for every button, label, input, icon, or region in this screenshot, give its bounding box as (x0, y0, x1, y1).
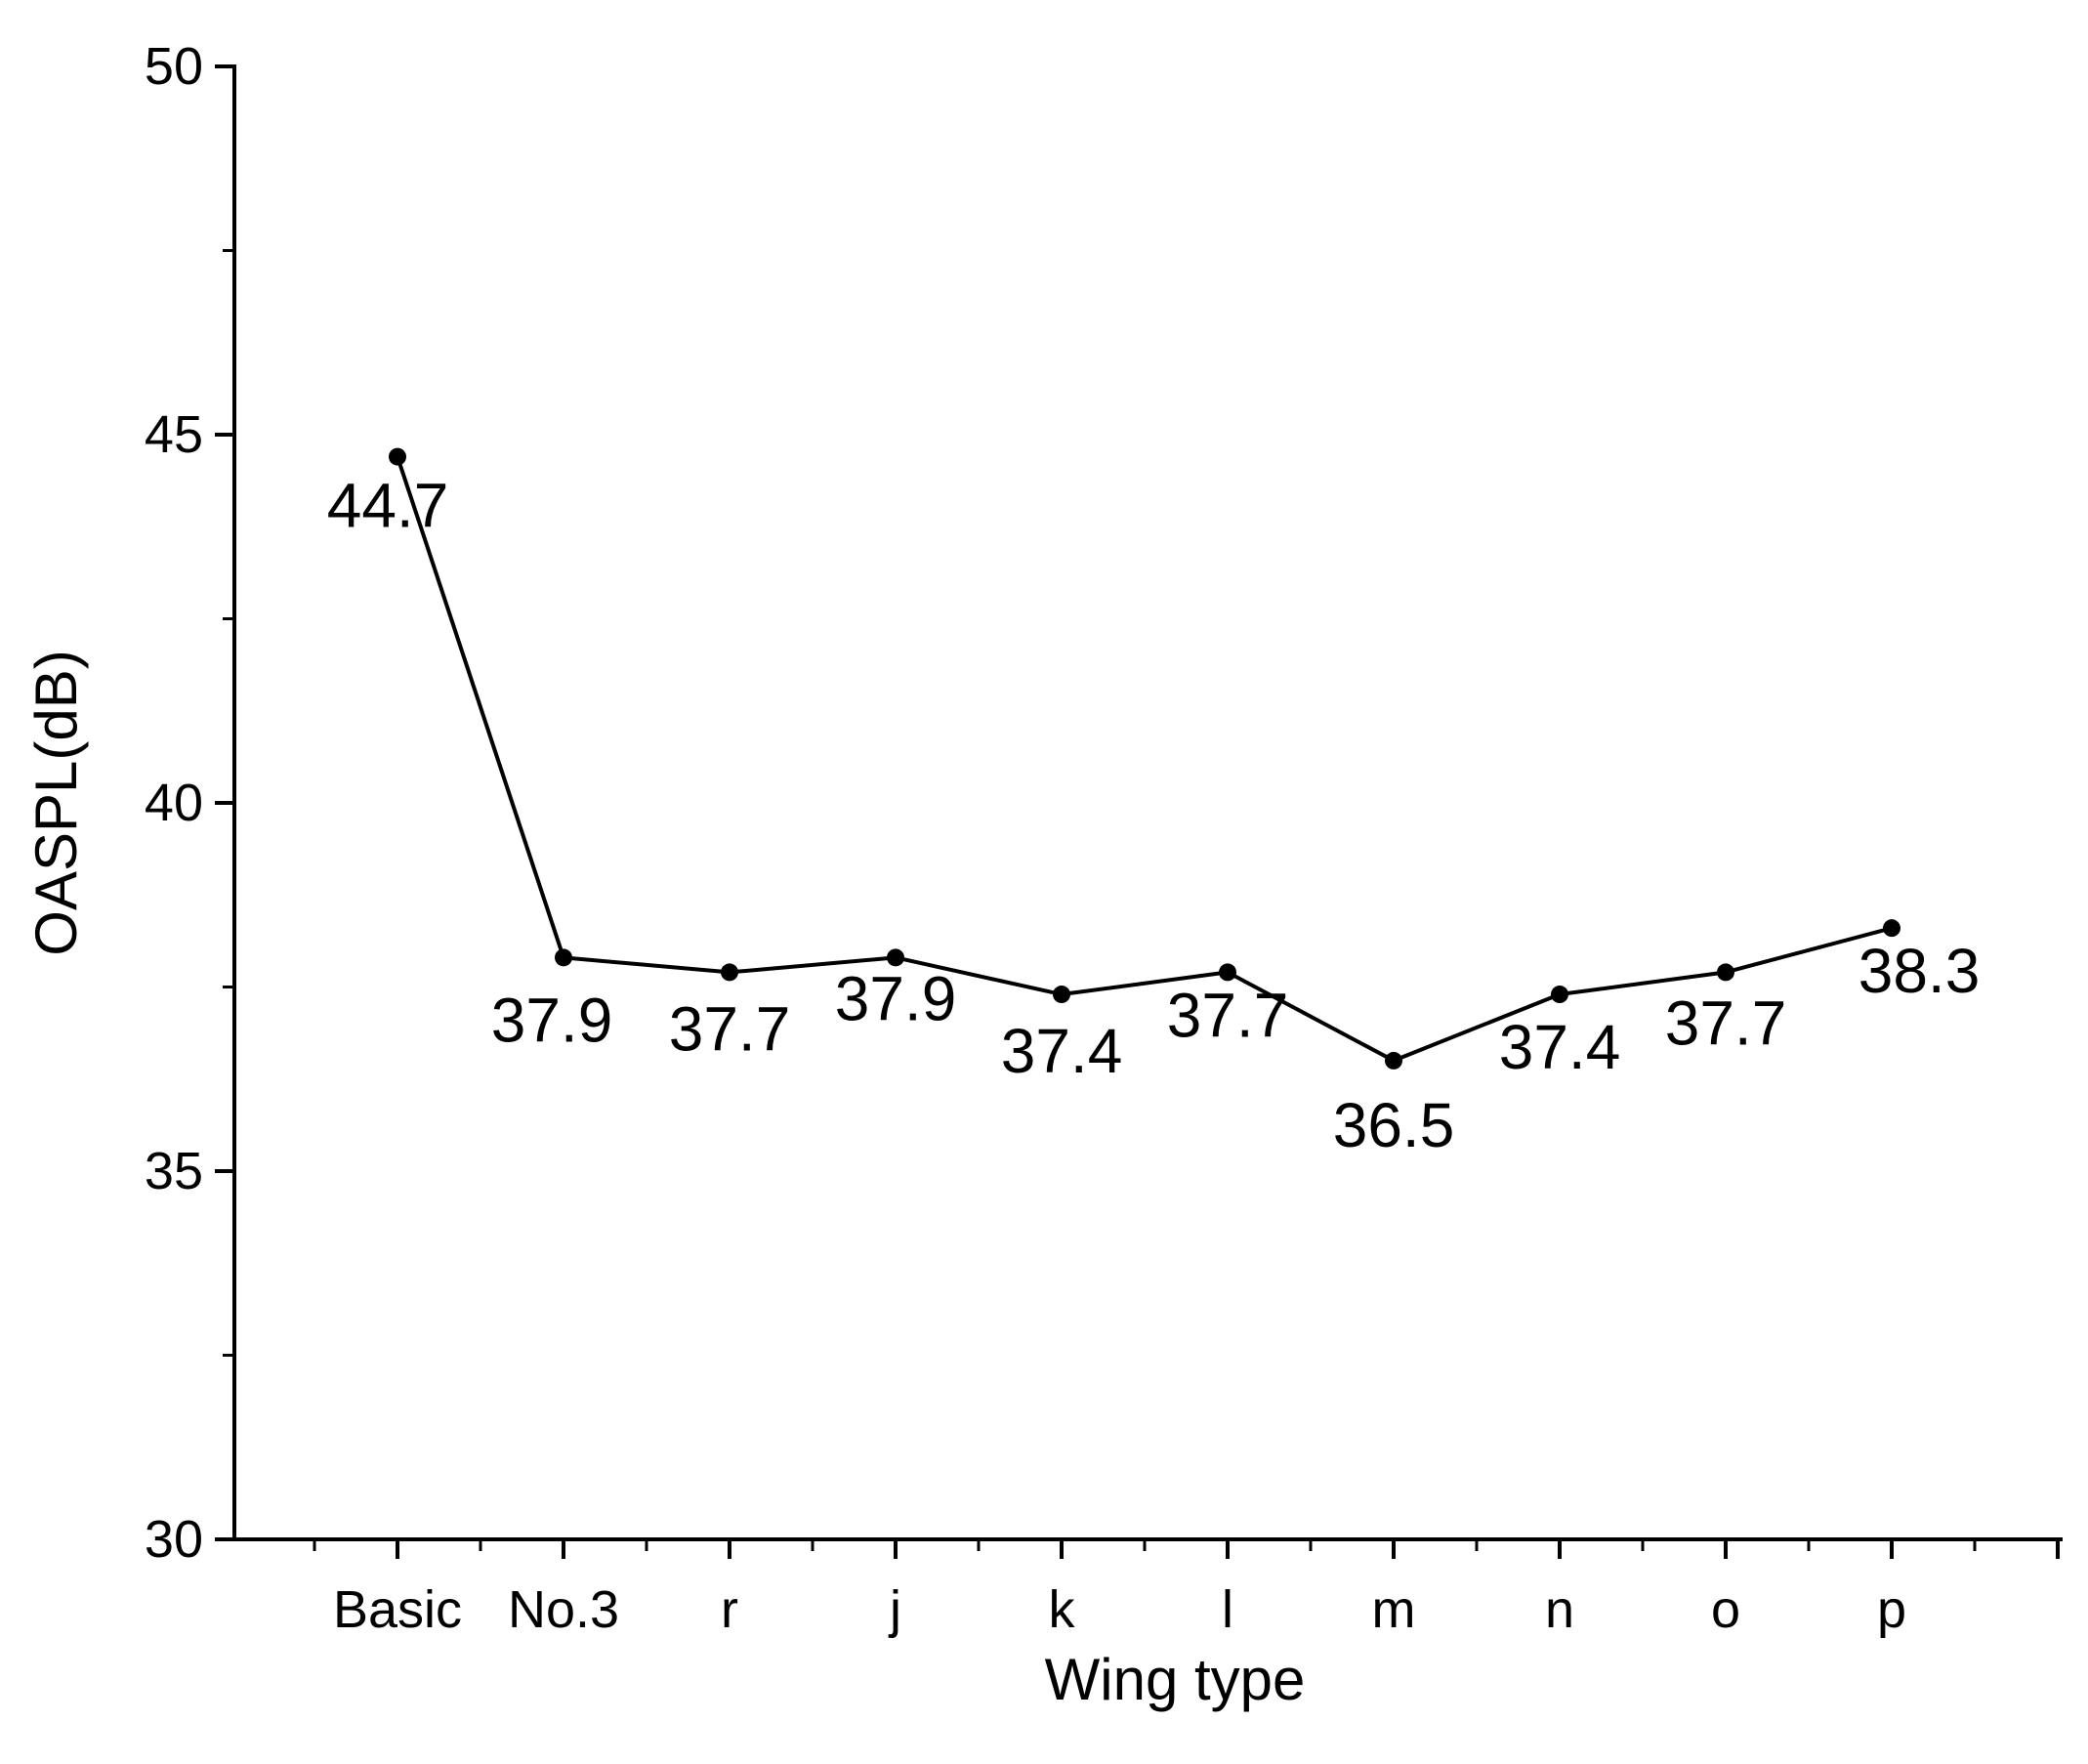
x-tick-label: l (1222, 1580, 1233, 1639)
x-tick-label: Basic (333, 1580, 462, 1639)
data-point-marker (389, 447, 406, 466)
x-tick-label: j (888, 1580, 901, 1639)
y-tick-label: 45 (145, 405, 203, 464)
data-label: 36.5 (1333, 1090, 1455, 1160)
series-line (396, 455, 1893, 1063)
data-point-marker (1385, 1051, 1402, 1070)
data-label: 37.9 (835, 963, 957, 1033)
data-labels-layer: 44.7 37.9 37.7 37.9 37.4 37.7 36.5 37.4 37.7 38.3 (327, 471, 1981, 1160)
y-tick-label: 50 (145, 37, 203, 96)
data-label: 37.7 (1167, 980, 1289, 1050)
data-label: 37.7 (669, 993, 791, 1064)
x-tick-label: No.3 (508, 1580, 619, 1639)
data-point-marker (721, 963, 738, 982)
data-point-marker (887, 948, 904, 967)
x-tick-label: n (1545, 1580, 1574, 1639)
x-tick-label: r (721, 1580, 738, 1639)
data-label: 38.3 (1858, 936, 1981, 1006)
x-axis-title: Wing type (1045, 1647, 1306, 1712)
data-point-marker (1053, 986, 1070, 1004)
data-point-marker (1717, 963, 1734, 982)
data-label: 37.7 (1665, 987, 1787, 1058)
data-label: 37.4 (1001, 1016, 1123, 1086)
x-tick-label: o (1711, 1580, 1740, 1639)
y-tick-label: 40 (145, 774, 203, 832)
data-label: 37.4 (1499, 1012, 1621, 1082)
axes-layer: 30 35 40 45 50 Basic No.3 r j k l m n o p (145, 37, 2063, 1639)
data-label: 44.7 (327, 471, 449, 541)
data-label: 37.9 (491, 985, 613, 1055)
x-tick-label: p (1877, 1580, 1906, 1639)
y-tick-label: 30 (145, 1510, 203, 1569)
data-point-marker (555, 948, 572, 967)
data-point-marker (1219, 963, 1236, 982)
series-layer (389, 447, 1900, 1070)
y-axis-title: OASPL(dB) (23, 650, 89, 955)
x-tick-label: m (1372, 1580, 1416, 1639)
y-tick-label: 35 (145, 1142, 203, 1200)
data-point-marker (1551, 986, 1568, 1004)
data-point-marker (1883, 919, 1900, 938)
x-tick-label: k (1049, 1580, 1076, 1639)
